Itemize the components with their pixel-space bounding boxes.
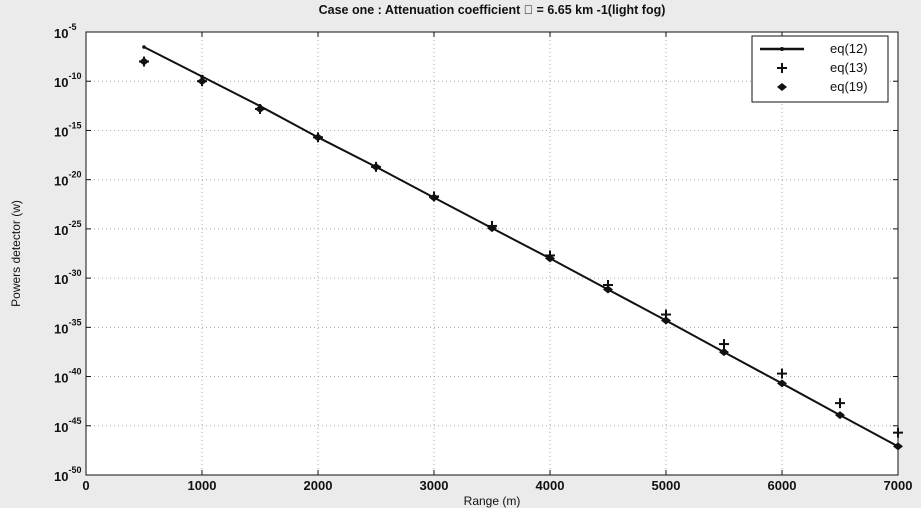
plot-area xyxy=(86,32,898,475)
y-tick-label: 10-10 xyxy=(54,71,81,90)
data-point xyxy=(487,224,497,233)
legend-item-eq12: eq(12) xyxy=(760,41,868,56)
data-point xyxy=(255,105,265,114)
y-tick-label: 10-20 xyxy=(54,170,81,189)
data-point xyxy=(142,45,146,49)
legend-label: eq(12) xyxy=(830,41,868,56)
diamond-marker xyxy=(429,193,439,202)
data-point xyxy=(835,411,845,420)
legend-label: eq(19) xyxy=(830,79,868,94)
diamond-marker xyxy=(545,254,555,263)
x-axis-label: Range (m) xyxy=(464,494,521,508)
data-point xyxy=(313,133,323,142)
x-tick-label: 1000 xyxy=(188,478,217,493)
data-point xyxy=(777,379,787,388)
y-tick-label: 10-30 xyxy=(54,268,81,287)
x-tick-label: 7000 xyxy=(884,478,913,493)
diamond-marker xyxy=(255,105,265,114)
diamond-marker xyxy=(603,285,613,294)
series-eq19 xyxy=(139,57,903,451)
x-tick-label: 6000 xyxy=(768,478,797,493)
x-tick-label: 5000 xyxy=(652,478,681,493)
y-tick-label: 10-50 xyxy=(54,465,81,484)
y-tick-label: 10-25 xyxy=(54,219,81,238)
legend-label: eq(13) xyxy=(830,60,868,75)
legend: eq(12) eq(13) eq(19) xyxy=(751,35,889,103)
x-tick-label: 4000 xyxy=(536,478,565,493)
data-point xyxy=(545,254,555,263)
x-tick-label: 0 xyxy=(82,478,89,493)
data-point xyxy=(719,339,729,350)
plot-frame xyxy=(85,31,899,476)
y-tick-label: 10-5 xyxy=(54,22,76,41)
x-tick-label: 2000 xyxy=(304,478,333,493)
diamond-marker xyxy=(313,133,323,142)
data-point xyxy=(197,77,207,86)
legend-dot-icon xyxy=(780,47,784,51)
diamond-marker xyxy=(777,83,787,91)
data-point xyxy=(719,348,729,357)
data-point xyxy=(139,57,149,66)
legend-box xyxy=(751,35,889,103)
y-tick-label: 10-40 xyxy=(54,367,81,386)
data-point xyxy=(661,316,671,325)
diamond-marker xyxy=(139,57,149,66)
y-tick-label: 10-45 xyxy=(54,416,81,435)
diamond-marker xyxy=(719,348,729,357)
data-point xyxy=(893,442,903,451)
chart-title: Case one : Attenuation coefficient   = 6… xyxy=(318,3,666,17)
data-point xyxy=(371,162,381,171)
series-line-eq12 xyxy=(143,46,899,448)
diamond-marker xyxy=(487,224,497,233)
diamond-marker xyxy=(371,162,381,171)
data-point xyxy=(777,368,787,379)
data-point xyxy=(893,427,903,438)
legend-item-eq19: eq(19) xyxy=(777,79,868,94)
y-tick-label: 10-15 xyxy=(54,120,81,139)
diamond-marker xyxy=(661,316,671,325)
diamond-marker xyxy=(893,442,903,451)
diamond-marker xyxy=(835,411,845,420)
x-tick-label: 3000 xyxy=(420,478,449,493)
data-point xyxy=(429,193,439,202)
legend-item-eq13: eq(13) xyxy=(777,60,868,75)
data-point xyxy=(835,398,845,409)
y-axis-label: Powers detector (w) xyxy=(9,200,23,307)
diamond-marker xyxy=(777,379,787,388)
diamond-marker xyxy=(197,77,207,86)
data-point xyxy=(603,285,613,294)
y-tick-label: 10-35 xyxy=(54,317,81,336)
